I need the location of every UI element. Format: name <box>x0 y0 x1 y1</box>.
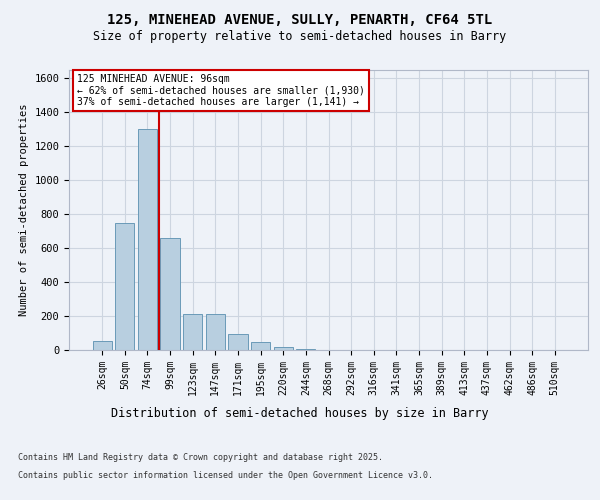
Y-axis label: Number of semi-detached properties: Number of semi-detached properties <box>19 104 29 316</box>
Bar <box>274 346 293 350</box>
Bar <box>296 349 316 350</box>
Bar <box>206 314 225 350</box>
Text: Contains public sector information licensed under the Open Government Licence v3: Contains public sector information licen… <box>18 471 433 480</box>
Text: 125, MINEHEAD AVENUE, SULLY, PENARTH, CF64 5TL: 125, MINEHEAD AVENUE, SULLY, PENARTH, CF… <box>107 12 493 26</box>
Text: 125 MINEHEAD AVENUE: 96sqm
← 62% of semi-detached houses are smaller (1,930)
37%: 125 MINEHEAD AVENUE: 96sqm ← 62% of semi… <box>77 74 365 108</box>
Bar <box>229 334 248 350</box>
Text: Contains HM Land Registry data © Crown copyright and database right 2025.: Contains HM Land Registry data © Crown c… <box>18 454 383 462</box>
Bar <box>160 238 180 350</box>
Bar <box>251 342 270 350</box>
Text: Size of property relative to semi-detached houses in Barry: Size of property relative to semi-detach… <box>94 30 506 43</box>
Bar <box>138 130 157 350</box>
Bar <box>92 340 112 350</box>
Bar <box>115 222 134 350</box>
Text: Distribution of semi-detached houses by size in Barry: Distribution of semi-detached houses by … <box>111 408 489 420</box>
Bar <box>183 314 202 350</box>
